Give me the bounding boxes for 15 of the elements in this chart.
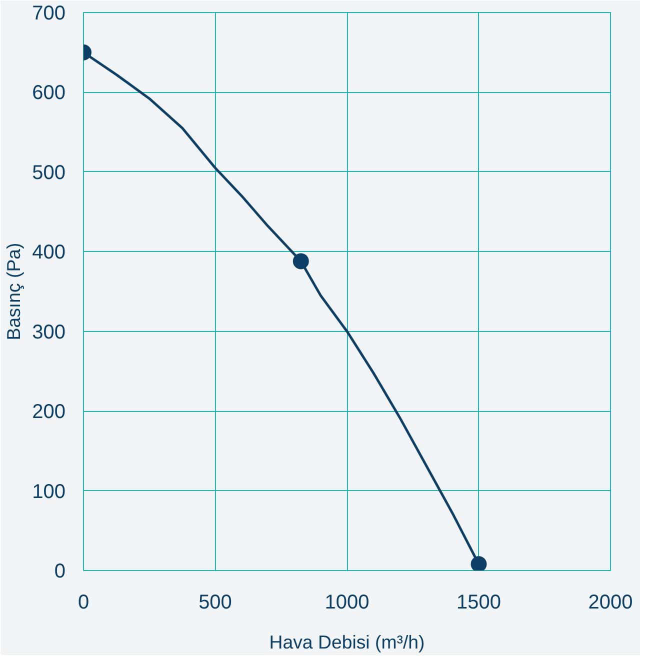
y-tick-label: 500 [32, 162, 66, 184]
y-tick-label: 600 [32, 82, 66, 104]
x-axis-title: Hava Debisi (m³/h) [269, 632, 425, 652]
y-tick-label: 100 [32, 480, 66, 503]
y-axis-title: Basınç (Pa) [3, 242, 24, 340]
x-tick-label: 1500 [456, 592, 502, 614]
y-tick-label: 200 [32, 401, 66, 424]
x-tick-label: 2000 [588, 592, 633, 614]
y-tick-label: 300 [32, 321, 66, 344]
x-tick-label: 1000 [324, 592, 370, 614]
x-tick-label: 500 [198, 592, 232, 614]
y-tick-label: 700 [32, 2, 66, 24]
x-tick-label: 0 [78, 592, 90, 614]
y-tick-label: 0 [54, 560, 66, 582]
y-tick-label: 400 [32, 242, 66, 264]
